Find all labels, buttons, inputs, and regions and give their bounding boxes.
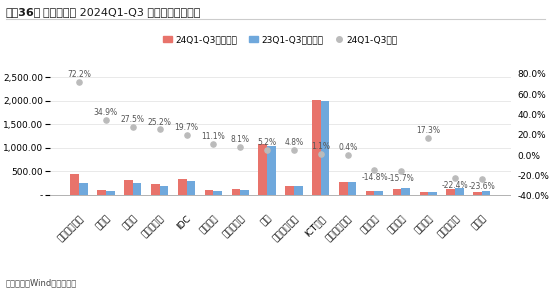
Text: 0.4%: 0.4% bbox=[338, 143, 358, 152]
24Q1-Q3同比 bbox=[289, 148, 298, 153]
Bar bbox=[106, 191, 114, 195]
24Q1-Q3同比 bbox=[316, 152, 325, 156]
Bar bbox=[213, 191, 222, 195]
Text: 11.1%: 11.1% bbox=[201, 132, 225, 141]
Bar bbox=[240, 190, 249, 195]
Bar bbox=[178, 179, 186, 195]
Bar bbox=[124, 180, 133, 195]
Text: 25.2%: 25.2% bbox=[148, 118, 172, 127]
Bar bbox=[375, 191, 383, 195]
24Q1-Q3同比 bbox=[182, 133, 191, 137]
Text: 资料来源：Wind，中信建投: 资料来源：Wind，中信建投 bbox=[6, 278, 77, 287]
Bar bbox=[321, 101, 329, 195]
Bar bbox=[420, 192, 428, 195]
24Q1-Q3同比 bbox=[397, 169, 406, 173]
24Q1-Q3同比 bbox=[477, 177, 486, 181]
Bar bbox=[366, 191, 375, 195]
Bar bbox=[312, 100, 321, 195]
Bar bbox=[428, 192, 437, 195]
Bar bbox=[393, 189, 402, 195]
Bar bbox=[267, 146, 276, 195]
Bar bbox=[186, 181, 195, 195]
24Q1-Q3同比 bbox=[209, 142, 218, 146]
Bar bbox=[97, 190, 106, 195]
Bar bbox=[232, 189, 240, 195]
Bar bbox=[70, 174, 79, 195]
Bar bbox=[294, 186, 302, 195]
24Q1-Q3同比 bbox=[450, 176, 459, 180]
24Q1-Q3同比 bbox=[424, 135, 433, 140]
Bar bbox=[402, 188, 410, 195]
Bar bbox=[348, 182, 356, 195]
Text: 72.2%: 72.2% bbox=[67, 70, 91, 79]
24Q1-Q3同比 bbox=[75, 79, 84, 84]
24Q1-Q3同比 bbox=[128, 125, 137, 130]
Text: 4.8%: 4.8% bbox=[284, 138, 304, 147]
Text: 5.2%: 5.2% bbox=[257, 138, 277, 147]
24Q1-Q3同比 bbox=[102, 117, 111, 122]
Text: 17.3%: 17.3% bbox=[416, 126, 440, 135]
Bar bbox=[133, 183, 141, 195]
Bar bbox=[474, 192, 482, 195]
24Q1-Q3同比 bbox=[155, 127, 164, 132]
Legend: 24Q1-Q3（亿元）, 23Q1-Q3（亿元）, 24Q1-Q3同比: 24Q1-Q3（亿元）, 23Q1-Q3（亿元）, 24Q1-Q3同比 bbox=[163, 35, 398, 44]
Text: -23.6%: -23.6% bbox=[469, 182, 496, 191]
Text: 通信子板块 2024Q1-Q3 营收（亿元）情况: 通信子板块 2024Q1-Q3 营收（亿元）情况 bbox=[36, 7, 200, 17]
Text: 34.9%: 34.9% bbox=[94, 108, 118, 117]
24Q1-Q3同比 bbox=[370, 168, 379, 173]
Text: 图表36：: 图表36： bbox=[6, 7, 41, 17]
Text: 8.1%: 8.1% bbox=[230, 135, 250, 144]
Bar bbox=[79, 183, 87, 195]
Text: 27.5%: 27.5% bbox=[121, 115, 145, 124]
Bar bbox=[447, 189, 455, 195]
Bar bbox=[339, 182, 348, 195]
Bar bbox=[285, 186, 294, 195]
24Q1-Q3同比 bbox=[236, 144, 245, 149]
Bar bbox=[151, 184, 159, 195]
Text: -14.8%: -14.8% bbox=[361, 173, 388, 182]
24Q1-Q3同比 bbox=[263, 147, 272, 152]
Bar bbox=[482, 191, 491, 195]
Text: 19.7%: 19.7% bbox=[174, 123, 199, 132]
24Q1-Q3同比 bbox=[343, 152, 352, 157]
Text: -22.4%: -22.4% bbox=[442, 181, 469, 190]
Bar bbox=[205, 190, 213, 195]
Text: -15.7%: -15.7% bbox=[388, 174, 415, 183]
Bar bbox=[160, 186, 168, 195]
Bar bbox=[258, 144, 267, 195]
Bar bbox=[455, 188, 464, 195]
Text: 1.1%: 1.1% bbox=[311, 142, 331, 151]
